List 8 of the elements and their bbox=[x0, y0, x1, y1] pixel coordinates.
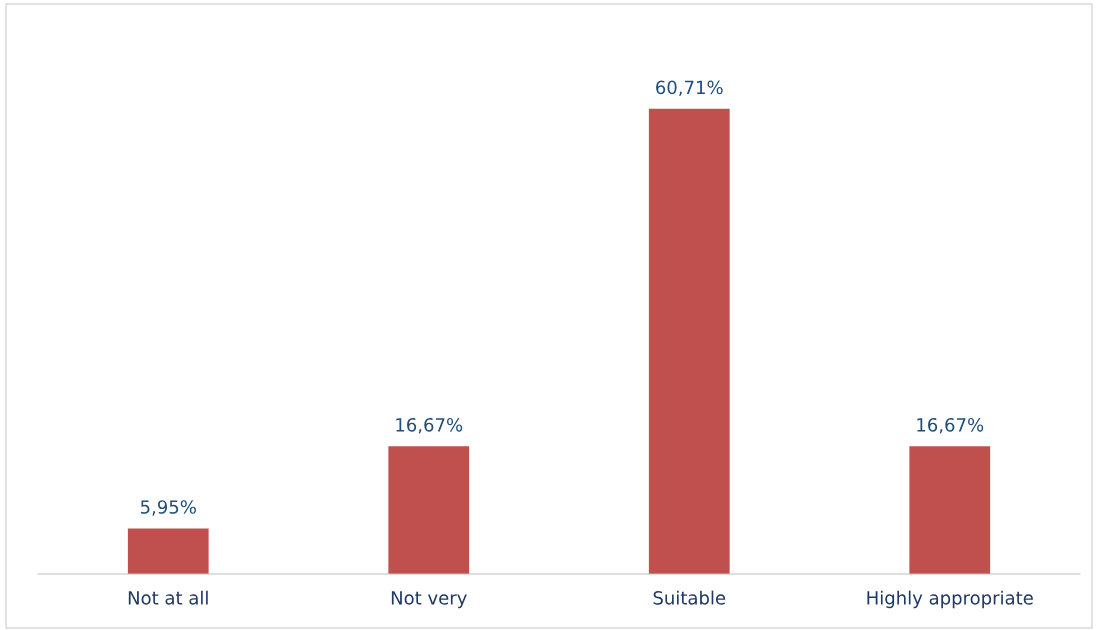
data-label: 16,67% bbox=[396, 417, 463, 434]
x-tick-label: Suitable bbox=[653, 590, 726, 605]
x-tick-label: Not at all bbox=[128, 590, 208, 605]
x-tick-label: Not very bbox=[391, 591, 467, 609]
data-label: 5,95% bbox=[140, 500, 196, 516]
x-tick-label: Highly appropriate bbox=[867, 590, 1033, 609]
data-label: 16,67% bbox=[917, 417, 984, 434]
data-label: 60,71% bbox=[656, 80, 723, 97]
